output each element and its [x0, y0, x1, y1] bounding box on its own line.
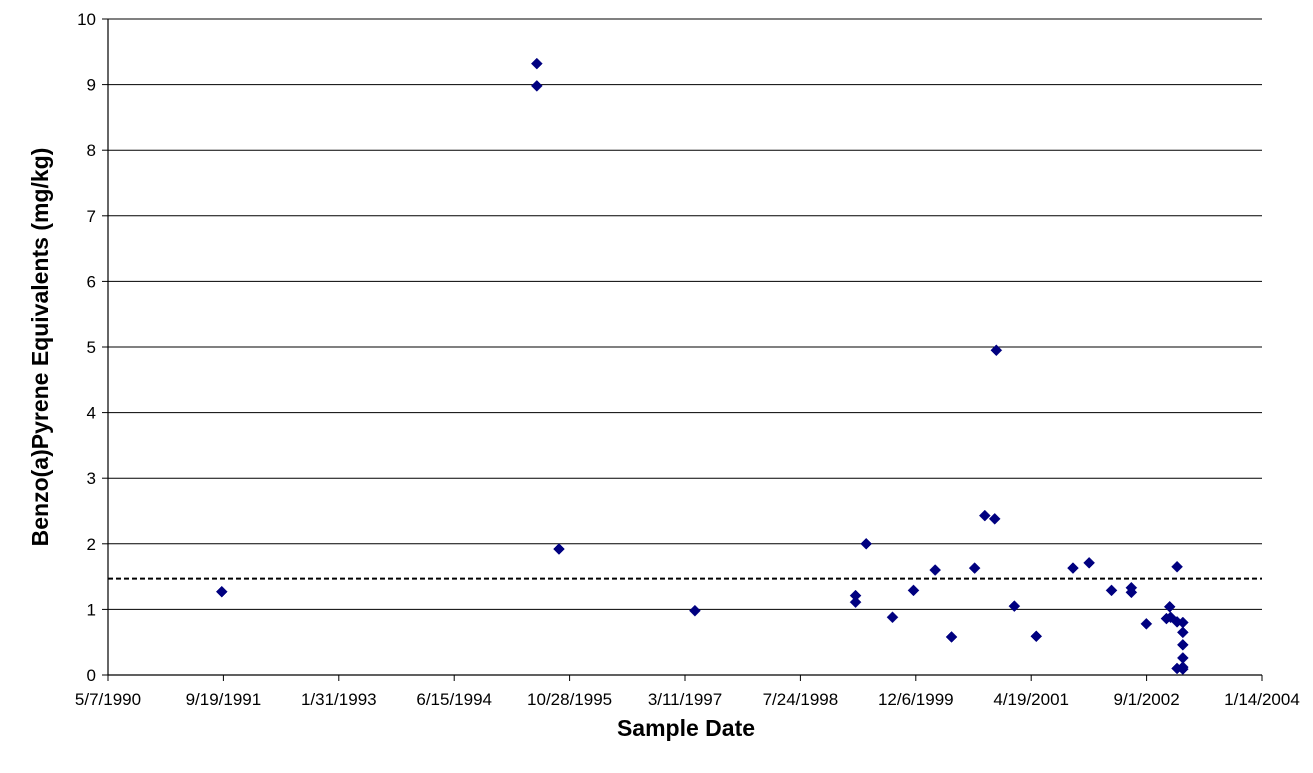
data-point [1067, 562, 1079, 574]
data-point [215, 585, 228, 598]
y-tick-label: 9 [87, 76, 96, 95]
y-tick-label: 3 [87, 469, 96, 488]
tick-labels: 0 1 2 3 4 5 6 7 8 9 10 5/7/1990 9/19/1991 1/31/1993 6/… [75, 10, 1300, 709]
data-point [1176, 663, 1189, 675]
data-point [907, 584, 920, 597]
y-tick-label: 0 [87, 666, 96, 685]
data-point [1163, 600, 1176, 613]
y-tick-label: 10 [77, 10, 96, 29]
x-tick-label: 4/19/2001 [993, 690, 1069, 709]
y-tick-label: 8 [87, 141, 96, 160]
data-point [945, 631, 958, 643]
data-point [553, 543, 565, 555]
x-tick-label: 3/11/1997 [648, 690, 722, 709]
data-point [1171, 560, 1183, 573]
data-points [215, 57, 1189, 675]
y-tick-label: 5 [87, 338, 96, 357]
x-tick-label: 10/28/1995 [527, 690, 612, 709]
x-axis-title: Sample Date [617, 715, 755, 741]
axes [102, 18, 1263, 681]
data-point [929, 564, 942, 576]
data-point [988, 513, 1001, 525]
data-point [1008, 600, 1021, 612]
x-tick-label: 5/7/1990 [75, 690, 141, 709]
data-point [978, 509, 991, 522]
x-tick-label: 9/19/1991 [186, 690, 262, 709]
x-tick-label: 12/6/1999 [878, 690, 954, 709]
y-tick-label: 2 [87, 535, 96, 554]
data-point [689, 604, 701, 617]
y-axis-title: Benzo(a)Pyrene Equivalents (mg/kg) [27, 148, 53, 547]
data-point [1176, 626, 1189, 639]
data-point [530, 80, 543, 92]
y-tick-label: 6 [87, 272, 96, 291]
data-point [1125, 586, 1138, 599]
grid-lines [108, 18, 1262, 610]
y-tick-label: 4 [87, 404, 96, 423]
data-point [886, 611, 899, 624]
data-point [860, 537, 873, 550]
data-point [1083, 556, 1095, 569]
data-point [990, 344, 1003, 357]
data-point [1105, 584, 1118, 597]
x-tick-label: 6/15/1994 [416, 690, 492, 709]
x-tick-label: 9/1/2002 [1114, 690, 1180, 709]
x-tick-label: 1/14/2004 [1224, 690, 1300, 709]
data-point [968, 562, 981, 574]
data-point [530, 57, 543, 70]
x-tick-label: 1/31/1993 [301, 690, 377, 709]
x-tick-label: 7/24/1998 [763, 690, 839, 709]
data-point [849, 596, 862, 609]
data-point [1140, 617, 1153, 630]
y-tick-label: 7 [87, 207, 96, 226]
data-point [1030, 630, 1043, 643]
y-tick-label: 1 [87, 600, 96, 619]
data-point [1176, 638, 1189, 651]
